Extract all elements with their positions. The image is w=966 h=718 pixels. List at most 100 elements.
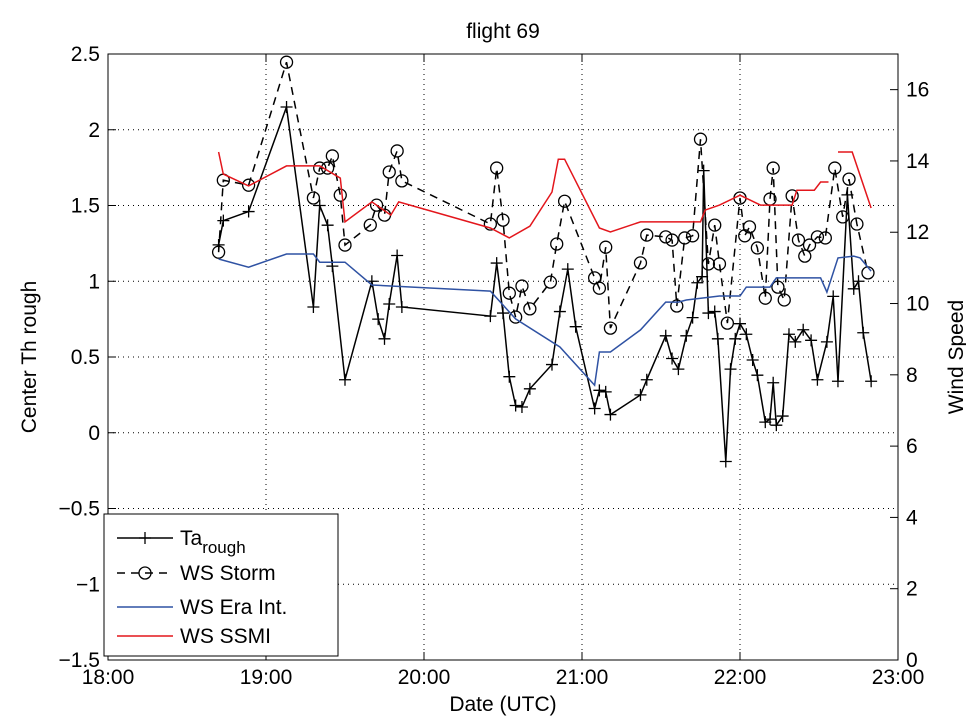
data-point [789,335,802,348]
data-point [378,332,391,345]
y-tick-label: 1 [88,270,100,293]
data-point [372,313,385,326]
data-point [665,233,679,247]
data-point [702,307,715,320]
series-line [217,106,872,462]
series-line [218,253,872,387]
data-point [711,332,724,345]
y-axis-label: Center Th rough [18,281,41,434]
data-point [811,373,824,386]
legend-marker [138,566,152,580]
x-tick-label: 21:00 [556,666,609,689]
y2-tick-label: 10 [906,293,929,316]
y-tick-label: −1.5 [59,649,100,672]
data-point [766,161,780,175]
data-point [640,228,654,242]
y-tick-label: 0.5 [71,346,100,369]
y2-tick-label: 16 [906,79,929,102]
data-point [865,375,878,388]
data-point [592,281,607,295]
data-point [508,310,523,324]
y2-tick-label: 8 [906,364,918,387]
data-point [820,335,833,348]
data-point [320,161,335,175]
data-point [708,305,721,318]
data-point [395,301,408,314]
data-point [802,238,817,252]
data-point [588,402,601,415]
data-point [697,164,710,177]
data-point [857,326,870,339]
data-point [604,408,617,421]
data-point [751,369,764,382]
data-point [828,161,842,175]
data-point [363,218,377,232]
data-point [545,358,558,371]
data-point [750,241,765,255]
data-point [523,302,537,316]
data-point [777,293,791,307]
data-point [798,249,812,263]
data-point [569,320,582,333]
data-point [369,198,384,212]
series-line [217,151,829,239]
data-point [659,329,672,342]
data-point [818,231,832,245]
data-point [217,214,230,227]
data-point [797,323,810,336]
data-point [659,230,673,244]
data-point [321,219,334,232]
data-point [785,189,799,203]
data-point [693,132,708,146]
data-point [805,334,818,347]
legend-label-subscript: rough [202,538,245,557]
data-point [670,299,684,313]
plot-frame [107,53,899,661]
data-point [791,233,806,247]
data-point [724,363,737,376]
x-tick-label: 18:00 [82,666,135,689]
y-tick-label: 0 [88,422,100,445]
y2-tick-label: 14 [906,150,930,173]
legend-marker [139,532,151,544]
data-point [850,217,864,231]
data-point [680,329,693,342]
data-point [503,370,516,383]
data-point [678,231,692,245]
data-point [776,410,789,423]
data-point [764,413,777,426]
series-line [838,151,872,209]
data-point [666,352,679,365]
data-point [383,297,396,310]
x-axis-label: Date (UTC) [449,693,556,716]
data-point [810,230,825,244]
data-point [708,218,722,232]
data-point [599,385,612,398]
data-point [490,161,504,175]
data-point [836,210,850,224]
data-point [767,376,780,389]
data-point [338,238,352,252]
legend-label: Tarough [180,527,246,557]
data-point [306,191,321,205]
legend-label: WS Storm [180,562,276,585]
x-tick-label: 23:00 [872,666,925,689]
data-point [395,174,409,188]
y2-tick-label: 0 [906,649,918,672]
data-point [561,263,574,276]
data-point [685,229,700,243]
data-point [279,55,294,69]
data-point [633,256,648,270]
series-line [217,61,869,329]
data-point [391,249,404,262]
data-point [742,220,757,234]
data-point [634,388,647,401]
data-point [729,332,742,345]
y2-tick-label: 12 [906,221,929,244]
data-point [390,144,404,158]
data-point [557,194,572,208]
x-tick-label: 22:00 [714,666,767,689]
data-point [280,101,293,114]
y-tick-label: 2 [88,119,100,142]
